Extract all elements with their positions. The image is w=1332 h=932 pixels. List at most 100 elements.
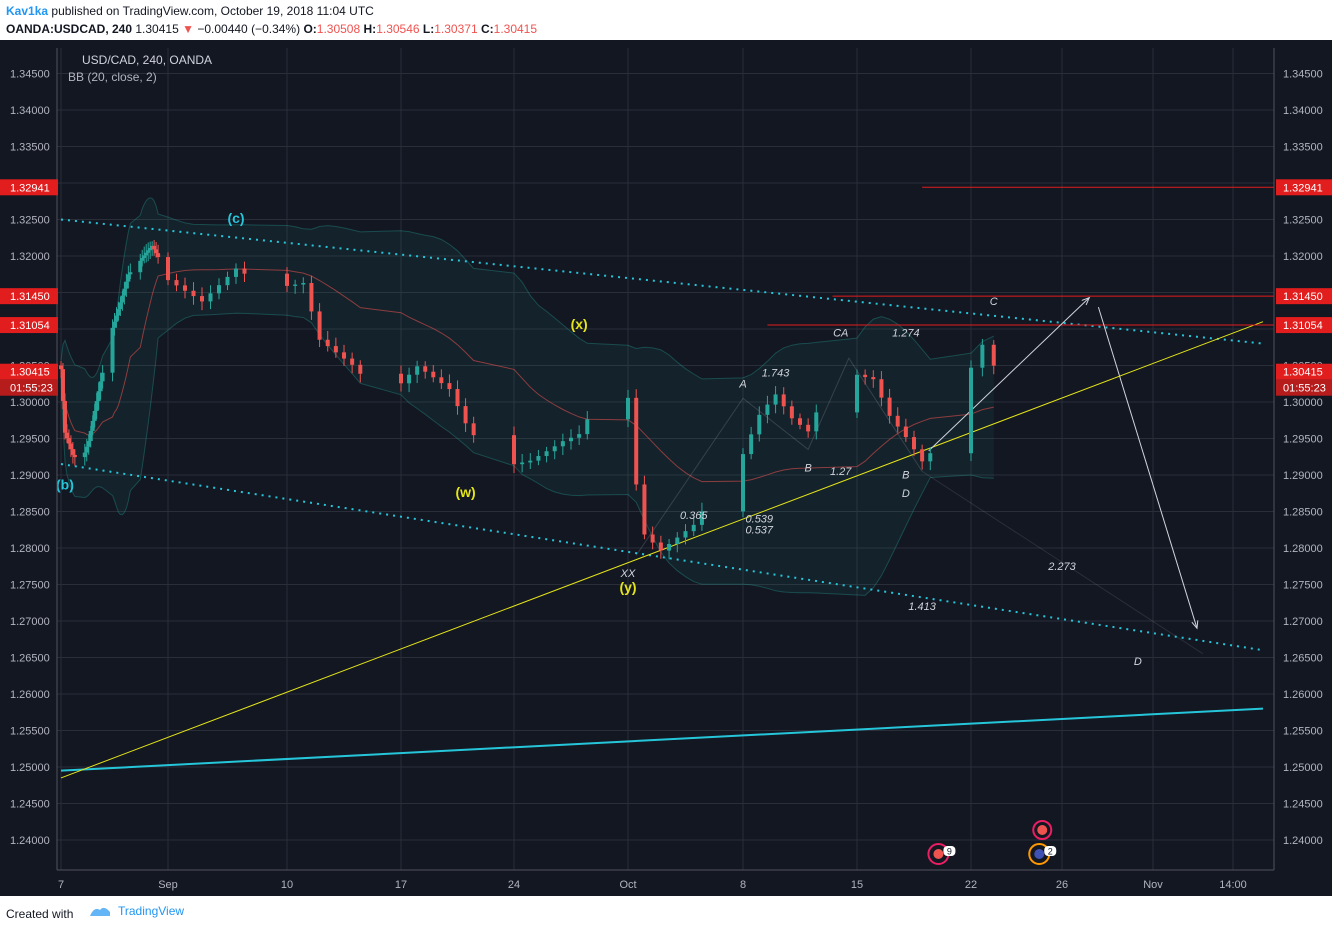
price-tick-right: 1.29000 — [1283, 470, 1323, 482]
publish-line: Kav1ka published on TradingView.com, Oct… — [6, 4, 374, 18]
candle-body — [124, 281, 129, 289]
low-label: L: — [422, 22, 435, 36]
price-tick-left: 1.34000 — [10, 105, 50, 117]
candle-body — [92, 410, 97, 421]
low-value: 1.30371 — [434, 22, 478, 36]
candle-body — [325, 339, 330, 347]
candle-body — [146, 250, 151, 253]
time-tick: 26 — [1056, 879, 1068, 891]
candle-body — [234, 268, 238, 277]
price-tick-right: 1.28000 — [1283, 543, 1323, 555]
candle-body — [309, 283, 314, 312]
candle-body — [142, 255, 147, 259]
candle-body — [70, 449, 75, 455]
price-tick-right: 1.25000 — [1283, 762, 1323, 774]
candle-body — [642, 484, 647, 535]
price-tick-left: 1.26500 — [10, 653, 50, 665]
down-arrow-icon: ▼ — [182, 22, 194, 36]
time-tick: 10 — [281, 879, 293, 891]
candle-body — [140, 258, 145, 261]
candle-body — [991, 344, 996, 366]
chart-area[interactable]: (c) (b) (w) (x) (y) XX A B CA B D C D 1.743 1.274 1.27 0… — [0, 40, 1332, 896]
price-badge-text: 1.32941 — [1283, 182, 1323, 194]
pattern-point-label: A — [738, 378, 746, 390]
symbol-label: OANDA:USDCAD, 240 — [6, 22, 133, 36]
candle-body — [114, 315, 119, 322]
price-badge-text: 1.30415 — [10, 367, 50, 379]
candle-body — [577, 434, 582, 438]
candle-body — [423, 366, 428, 372]
price-tick-left: 1.29500 — [10, 434, 50, 446]
candle-body — [650, 534, 655, 543]
price-tick-left: 1.25000 — [10, 762, 50, 774]
candle-body — [126, 274, 131, 282]
candle-body — [691, 524, 696, 532]
candle-body — [741, 454, 745, 512]
candle-body — [64, 432, 69, 439]
candle-body — [560, 441, 565, 447]
candle-body — [100, 372, 105, 382]
time-tick: Oct — [619, 879, 636, 891]
high-label: H: — [363, 22, 377, 36]
wave-label: (w) — [455, 484, 475, 500]
candle-body — [183, 285, 187, 291]
candle-body — [863, 374, 868, 378]
candle-body — [59, 365, 63, 370]
candle-body — [415, 366, 420, 375]
candle-body — [806, 424, 811, 432]
long-term-support-line[interactable] — [60, 707, 1264, 772]
candle-body — [72, 454, 77, 458]
price-change: −0.00440 (−0.34%) — [197, 22, 301, 36]
projection-up-line[interactable] — [928, 297, 1090, 452]
created-with-text: Created with — [6, 907, 74, 921]
price-badge-text: 1.30415 — [1283, 367, 1323, 379]
candle-body — [765, 404, 770, 415]
candle-body — [569, 437, 573, 442]
tradingview-brand-label: TradingView — [118, 904, 185, 918]
price-tick-left: 1.32500 — [10, 215, 50, 227]
candle-body — [463, 406, 468, 424]
price-badge-left — [0, 288, 58, 305]
price-badge-text: 1.31054 — [1283, 320, 1323, 332]
candle-body — [98, 381, 103, 392]
candle-body — [333, 346, 338, 353]
legend-title: USD/CAD, 240, OANDA — [82, 53, 212, 67]
candle-body — [358, 364, 363, 374]
author-link[interactable]: Kav1ka — [6, 4, 49, 18]
candle-body — [536, 456, 541, 461]
price-tick-left: 1.25500 — [10, 726, 50, 738]
price-tick-left: 1.29000 — [10, 470, 50, 482]
countdown-badge — [0, 379, 58, 396]
price-tick-right: 1.32000 — [1283, 251, 1323, 263]
price-tick-right: 1.26500 — [1283, 653, 1323, 665]
candle-body — [317, 311, 322, 340]
projection-down-arrowhead — [1191, 620, 1199, 630]
candle-body — [455, 389, 460, 407]
candle-body — [350, 358, 355, 365]
candle-body — [110, 327, 115, 373]
event-count: 2 — [1048, 847, 1053, 857]
tradingview-brand[interactable]: TradingView — [88, 904, 184, 918]
price-tick-right: 1.27500 — [1283, 580, 1323, 592]
candle-body — [342, 352, 346, 359]
pattern-point-label: XX — [620, 568, 636, 580]
high-value: 1.30546 — [376, 22, 420, 36]
candle-body — [88, 430, 93, 442]
time-tick: 22 — [965, 879, 977, 891]
bollinger-basis — [60, 268, 994, 483]
candle-body — [855, 374, 859, 413]
ohlc-line: OANDA:USDCAD, 240 1.30415 ▼ −0.00440 (−0… — [6, 22, 537, 36]
price-tick-left: 1.27500 — [10, 580, 50, 592]
price-chart[interactable]: (c)(b) (w)(x)(y)XXABCABDCD1.7431.2741.270… — [0, 40, 1332, 896]
candle-body — [471, 423, 476, 436]
pattern-point-label: D — [1134, 656, 1142, 668]
projection-down-line[interactable] — [1097, 306, 1198, 629]
projection-up-arrowhead — [1081, 296, 1091, 306]
open-value: 1.30508 — [316, 22, 361, 36]
legend-indicator: BB (20, close, 2) — [68, 70, 157, 84]
candle-body — [749, 434, 754, 455]
chart-footer: Created with TradingView — [0, 896, 1332, 932]
wave-label: (y) — [619, 579, 636, 595]
candle-body — [431, 371, 436, 378]
event-count: 9 — [947, 847, 952, 857]
